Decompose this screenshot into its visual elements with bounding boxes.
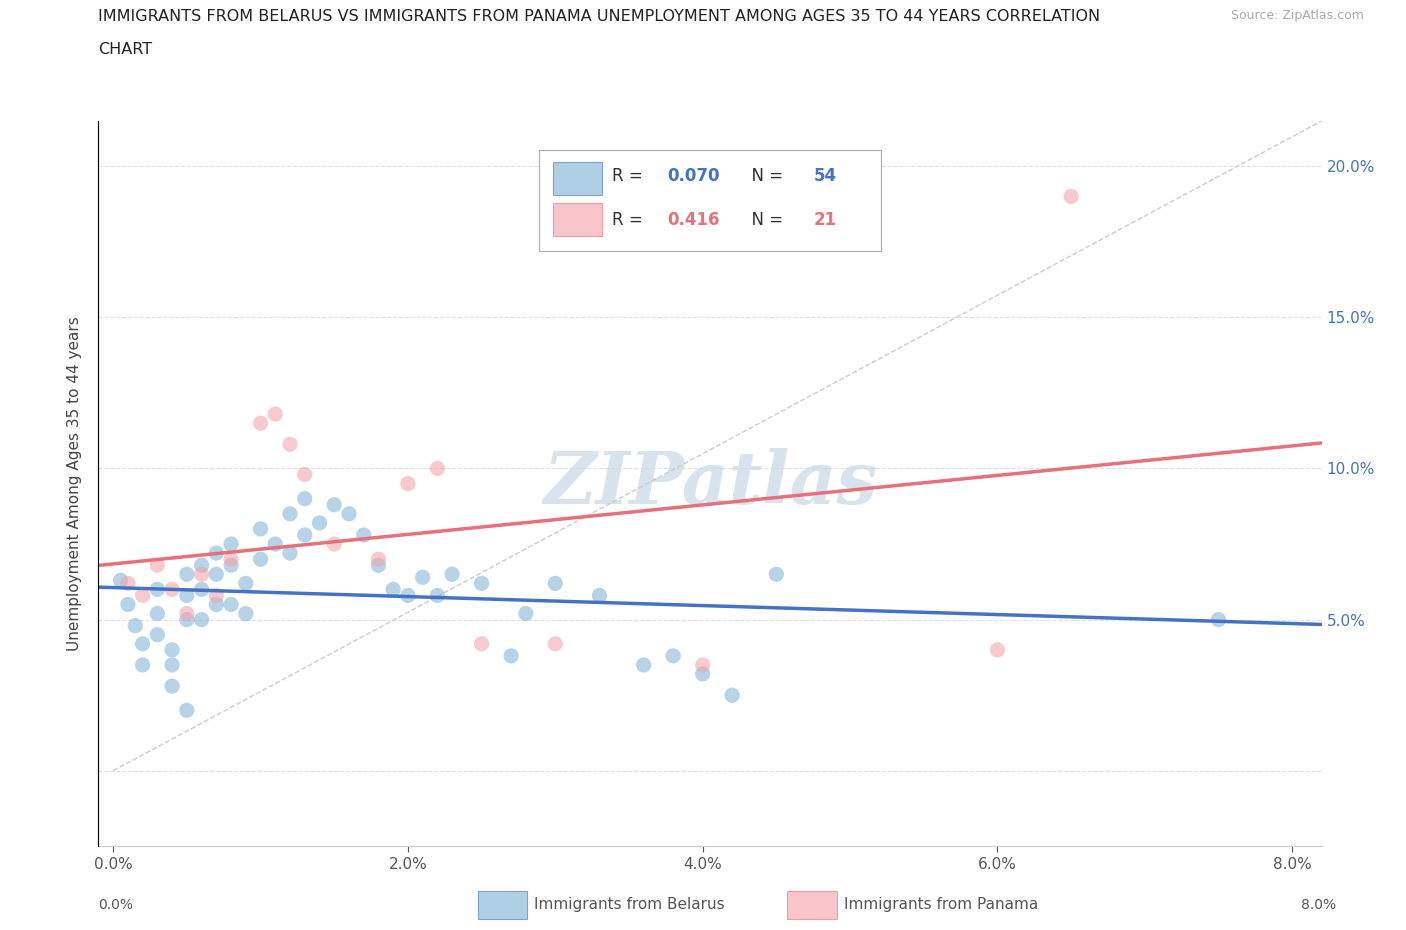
Point bbox=[124, 618, 146, 633]
Point bbox=[190, 582, 212, 597]
Point bbox=[205, 567, 228, 582]
Point bbox=[219, 558, 242, 573]
Point bbox=[117, 597, 139, 612]
Text: IMMIGRANTS FROM BELARUS VS IMMIGRANTS FROM PANAMA UNEMPLOYMENT AMONG AGES 35 TO : IMMIGRANTS FROM BELARUS VS IMMIGRANTS FR… bbox=[98, 9, 1101, 24]
Point bbox=[146, 582, 169, 597]
Point bbox=[190, 558, 212, 573]
Point bbox=[117, 576, 139, 591]
Text: N =: N = bbox=[741, 210, 787, 229]
Point bbox=[176, 612, 198, 627]
Point bbox=[190, 567, 212, 582]
Point bbox=[249, 416, 271, 431]
Point bbox=[278, 506, 301, 521]
Point bbox=[1060, 189, 1083, 204]
Point bbox=[441, 567, 464, 582]
Text: R =: R = bbox=[612, 167, 648, 185]
Point bbox=[662, 648, 685, 663]
Text: N =: N = bbox=[741, 167, 787, 185]
Point bbox=[205, 597, 228, 612]
Point bbox=[249, 551, 271, 566]
Point bbox=[110, 573, 132, 588]
Point bbox=[588, 588, 610, 603]
Point bbox=[160, 643, 183, 658]
Point bbox=[986, 643, 1008, 658]
Point bbox=[396, 476, 419, 491]
Point bbox=[367, 551, 389, 566]
Point bbox=[131, 636, 153, 651]
Point bbox=[323, 498, 346, 512]
Text: 0.0%: 0.0% bbox=[98, 897, 134, 912]
Point bbox=[146, 628, 169, 643]
FancyBboxPatch shape bbox=[554, 203, 602, 235]
Point bbox=[190, 612, 212, 627]
Point bbox=[721, 688, 744, 703]
Text: 21: 21 bbox=[814, 210, 837, 229]
Point bbox=[323, 537, 346, 551]
Point bbox=[264, 537, 287, 551]
Point bbox=[176, 567, 198, 582]
Point bbox=[146, 558, 169, 573]
Point bbox=[235, 576, 257, 591]
Point bbox=[278, 437, 301, 452]
Point bbox=[353, 527, 375, 542]
Point bbox=[426, 588, 449, 603]
Point bbox=[396, 588, 419, 603]
Point bbox=[426, 461, 449, 476]
Text: CHART: CHART bbox=[98, 42, 152, 57]
Point bbox=[294, 491, 316, 506]
Point bbox=[471, 636, 494, 651]
Y-axis label: Unemployment Among Ages 35 to 44 years: Unemployment Among Ages 35 to 44 years bbox=[67, 316, 83, 651]
Point bbox=[294, 467, 316, 482]
FancyBboxPatch shape bbox=[538, 150, 882, 251]
Text: Source: ZipAtlas.com: Source: ZipAtlas.com bbox=[1230, 9, 1364, 22]
Point bbox=[633, 658, 655, 672]
Point bbox=[515, 606, 537, 621]
Text: Immigrants from Panama: Immigrants from Panama bbox=[844, 897, 1038, 912]
Point bbox=[146, 606, 169, 621]
Point bbox=[308, 515, 330, 530]
Point bbox=[235, 606, 257, 621]
Point bbox=[160, 679, 183, 694]
Point bbox=[249, 522, 271, 537]
Point bbox=[176, 703, 198, 718]
Point bbox=[471, 576, 494, 591]
Text: ZIPatlas: ZIPatlas bbox=[543, 448, 877, 519]
Point bbox=[160, 658, 183, 672]
Point bbox=[544, 576, 567, 591]
FancyBboxPatch shape bbox=[554, 162, 602, 195]
Text: 0.070: 0.070 bbox=[668, 167, 720, 185]
Text: 0.416: 0.416 bbox=[668, 210, 720, 229]
Point bbox=[278, 546, 301, 561]
Point bbox=[219, 597, 242, 612]
Point bbox=[160, 582, 183, 597]
Point bbox=[1208, 612, 1230, 627]
Point bbox=[131, 588, 153, 603]
Text: 54: 54 bbox=[814, 167, 837, 185]
Point bbox=[337, 506, 360, 521]
Point bbox=[367, 558, 389, 573]
Point bbox=[692, 658, 714, 672]
Point bbox=[412, 570, 434, 585]
Point bbox=[219, 537, 242, 551]
Point bbox=[382, 582, 405, 597]
Point bbox=[544, 636, 567, 651]
Point bbox=[219, 551, 242, 566]
Point bbox=[131, 658, 153, 672]
Point bbox=[176, 588, 198, 603]
Point bbox=[692, 667, 714, 682]
Text: R =: R = bbox=[612, 210, 654, 229]
Text: 8.0%: 8.0% bbox=[1301, 897, 1336, 912]
Point bbox=[264, 406, 287, 421]
Point bbox=[176, 606, 198, 621]
Text: Immigrants from Belarus: Immigrants from Belarus bbox=[534, 897, 725, 912]
Point bbox=[765, 567, 787, 582]
Point bbox=[499, 648, 522, 663]
Point bbox=[294, 527, 316, 542]
Point bbox=[205, 588, 228, 603]
Point bbox=[205, 546, 228, 561]
